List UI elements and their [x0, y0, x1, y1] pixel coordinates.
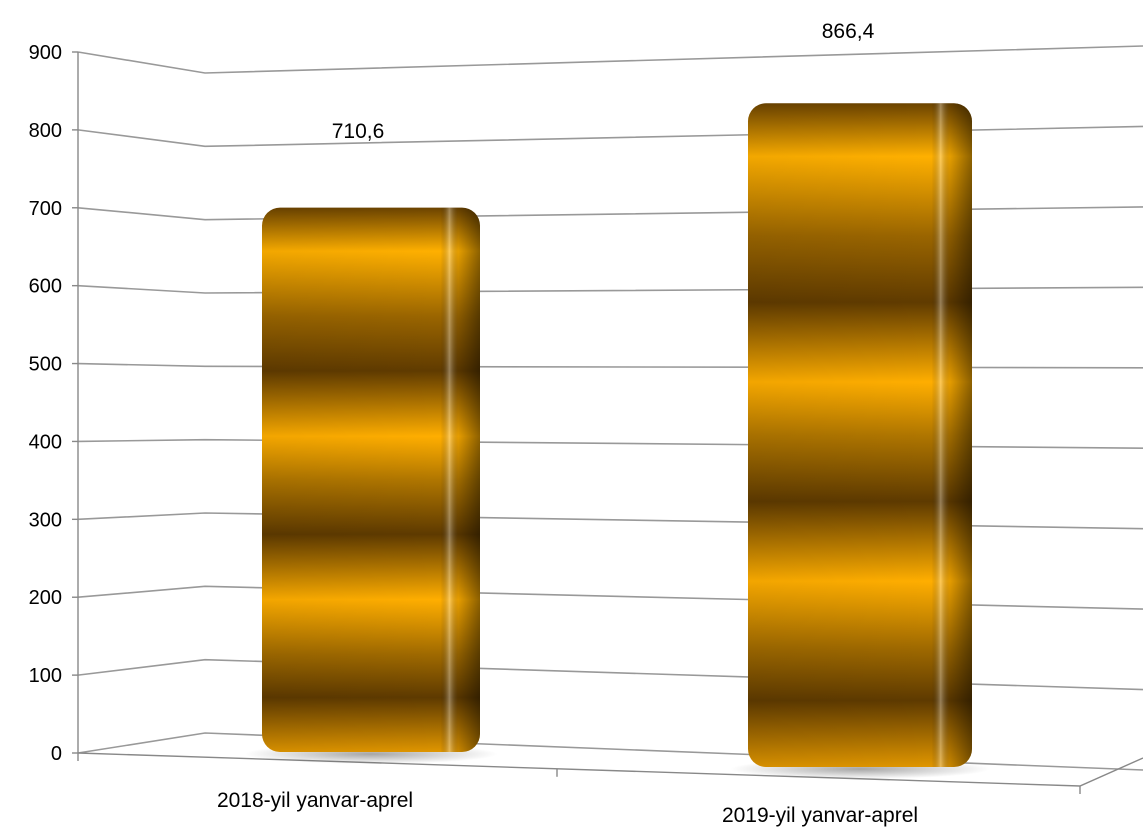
axes — [72, 51, 1143, 794]
data-label-2: 866,4 — [822, 20, 875, 43]
gridline-200 — [77, 585, 1143, 610]
y-tick-label: 200 — [29, 587, 62, 609]
gridline-700 — [77, 206, 1143, 221]
gridline-800 — [77, 125, 1143, 148]
data-label-1: 710,6 — [332, 120, 385, 143]
data-labels: 710,6 866,4 — [332, 20, 875, 143]
y-tick-label: 100 — [29, 665, 62, 687]
gridline-500 — [77, 362, 1143, 369]
gridline-0 — [77, 732, 1143, 771]
category-labels: 2018-yil yanvar-aprel 2019-yil yanvar-apr… — [217, 789, 918, 827]
gridline-300 — [77, 512, 1143, 530]
bars — [244, 103, 990, 779]
gridline-600 — [77, 284, 1143, 294]
y-tick-label: 700 — [29, 198, 62, 220]
y-tick-label: 600 — [29, 276, 62, 298]
gridline-400 — [77, 438, 1143, 450]
y-tick-label: 400 — [29, 431, 62, 453]
bar-1-shade — [262, 207, 480, 752]
category-label-1: 2018-yil yanvar-aprel — [217, 789, 413, 812]
y-tick-label: 800 — [29, 120, 62, 142]
gridlines — [77, 45, 1143, 771]
y-tick-label: 500 — [29, 354, 62, 376]
gridline-100 — [77, 658, 1143, 691]
y-tick-label: 900 — [29, 42, 62, 64]
y-tick-label: 0 — [51, 743, 62, 765]
y-tick-label: 300 — [29, 509, 62, 531]
category-label-2: 2019-yil yanvar-aprel — [722, 804, 918, 827]
y-tick-labels: 0 100 200 300 400 500 600 700 800 900 — [29, 42, 62, 765]
bar-2-shade — [748, 103, 972, 767]
gridline-900 — [77, 45, 1143, 74]
